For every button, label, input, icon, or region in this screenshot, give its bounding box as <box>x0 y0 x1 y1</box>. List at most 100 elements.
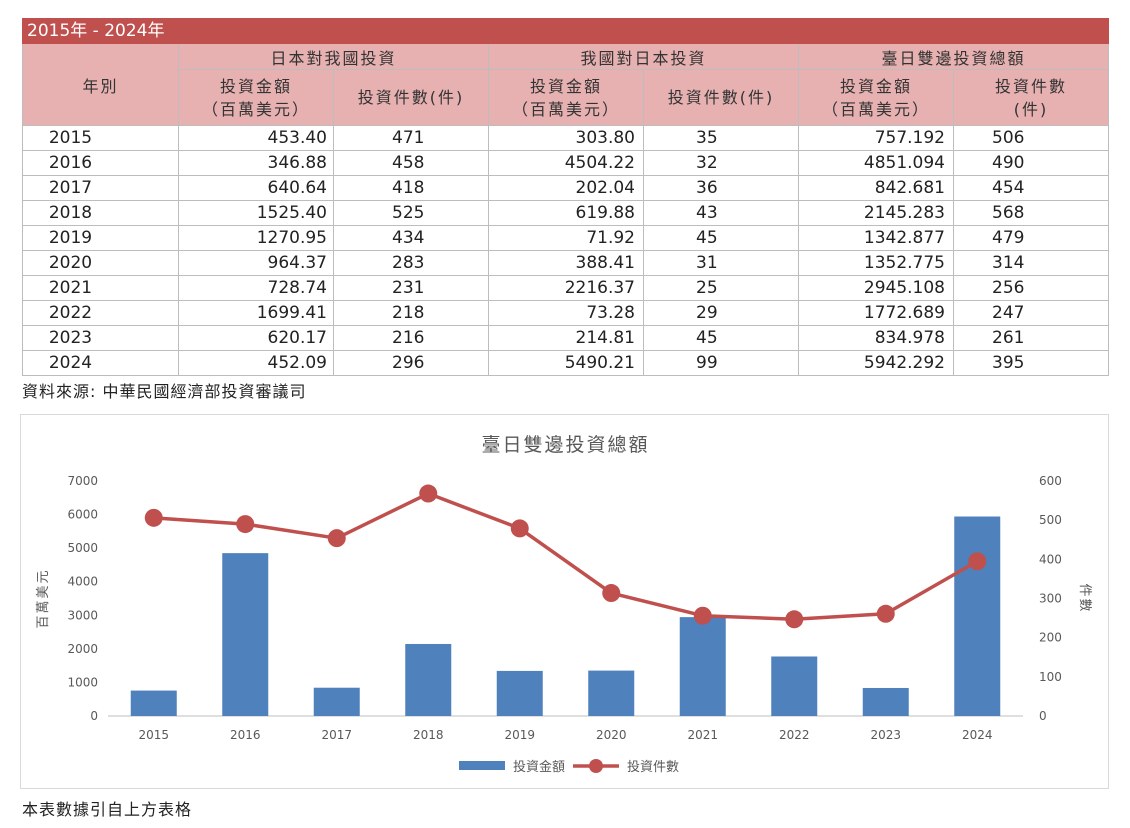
cell-tw-count: 45 <box>643 225 799 251</box>
cell-tw-count: 25 <box>643 275 799 301</box>
cell-jp-count: 218 <box>333 300 489 326</box>
source-note: 資料來源: 中華民國經濟部投資審議司 <box>22 382 307 401</box>
cell-total-count: 454 <box>952 175 1110 201</box>
cell-total-amount: 1342.877 <box>798 225 954 251</box>
cell-year: 2019 <box>22 225 179 251</box>
investment-table: 2015年 - 2024年 年別 日本對我國投資 我國對日本投資 臺日雙邊投資總… <box>21 18 1110 376</box>
cell-jp-count: 418 <box>333 175 489 201</box>
y2-tick-label: 0 <box>1039 709 1047 723</box>
bar-2021 <box>679 617 726 716</box>
bar-2022 <box>771 656 818 716</box>
y-tick-label: 5000 <box>67 541 98 555</box>
cell-total-count: 247 <box>952 300 1110 326</box>
point-2024 <box>968 552 987 571</box>
cell-tw-amount: 619.88 <box>488 200 644 226</box>
amount-header: 投資金額 （百萬美元） <box>178 69 334 126</box>
cell-tw-amount: 388.41 <box>488 250 644 276</box>
cell-year: 2020 <box>22 250 179 276</box>
cell-total-count: 568 <box>952 200 1110 226</box>
legend-bar-label: 投資金額 <box>513 759 565 775</box>
cell-jp-amount: 1525.40 <box>178 200 334 226</box>
group-header-japan-to-taiwan: 日本對我國投資 <box>178 43 489 70</box>
cell-total-amount: 1772.689 <box>798 300 954 326</box>
cell-jp-amount: 728.74 <box>178 275 334 301</box>
table-row: 2022 1699.41 218 73.28 29 1772.689 247 <box>22 300 1110 326</box>
y-tick-label: 1000 <box>67 675 98 689</box>
cell-total-count: 314 <box>952 250 1110 276</box>
cell-tw-count: 35 <box>643 125 799 151</box>
table-row: 2017 640.64 418 202.04 36 842.681 454 <box>22 175 1110 201</box>
y-tick-label: 4000 <box>67 575 98 589</box>
cell-total-amount: 5942.292 <box>798 350 954 376</box>
cell-jp-amount: 453.40 <box>178 125 334 151</box>
x-tick-label: 2020 <box>596 728 627 742</box>
legend-line-marker <box>589 759 603 773</box>
cell-tw-amount: 202.04 <box>488 175 644 201</box>
x-tick-label: 2023 <box>870 728 901 742</box>
amount-header: 投資金額 （百萬美元） <box>488 69 644 126</box>
bar-2015 <box>130 690 177 716</box>
cell-total-count: 256 <box>952 275 1110 301</box>
x-tick-label: 2018 <box>413 728 444 742</box>
cell-jp-count: 525 <box>333 200 489 226</box>
cell-year: 2016 <box>22 150 179 176</box>
cell-jp-count: 216 <box>333 325 489 351</box>
count-line <box>153 491 979 622</box>
y2-tick-label: 600 <box>1039 474 1062 488</box>
cell-tw-count: 99 <box>643 350 799 376</box>
count-header: 投資件數(件) <box>643 69 799 126</box>
y-tick-label: 3000 <box>67 608 98 622</box>
bar-2018 <box>405 643 452 716</box>
point-2022 <box>785 610 804 629</box>
cell-tw-amount: 2216.37 <box>488 275 644 301</box>
x-tick-label: 2024 <box>962 728 993 742</box>
table-row: 2024 452.09 296 5490.21 99 5942.292 395 <box>22 350 1110 376</box>
x-tick-label: 2021 <box>687 728 718 742</box>
cell-jp-amount: 620.17 <box>178 325 334 351</box>
cell-jp-amount: 640.64 <box>178 175 334 201</box>
table-title: 2015年 - 2024年 <box>21 18 1110 44</box>
bar-2017 <box>313 687 360 716</box>
point-2021 <box>693 606 712 625</box>
amount-header: 投資金額 （百萬美元） <box>798 69 954 126</box>
y2-tick-label: 200 <box>1039 631 1062 645</box>
cell-jp-amount: 1270.95 <box>178 225 334 251</box>
cell-tw-amount: 303.80 <box>488 125 644 151</box>
point-2016 <box>236 515 255 534</box>
cell-jp-amount: 964.37 <box>178 250 334 276</box>
cell-total-count: 506 <box>952 125 1110 151</box>
cell-year: 2015 <box>22 125 179 151</box>
bar-2023 <box>862 687 909 716</box>
cell-tw-count: 45 <box>643 325 799 351</box>
bar-2020 <box>588 670 635 716</box>
cell-year: 2024 <box>22 350 179 376</box>
x-tick-label: 2019 <box>504 728 535 742</box>
table-row: 2019 1270.95 434 71.92 45 1342.877 479 <box>22 225 1110 251</box>
cell-year: 2021 <box>22 275 179 301</box>
point-2018 <box>419 484 438 503</box>
cell-tw-amount: 5490.21 <box>488 350 644 376</box>
cell-total-amount: 2945.108 <box>798 275 954 301</box>
bar-2016 <box>222 553 269 716</box>
cell-jp-count: 231 <box>333 275 489 301</box>
y2-tick-label: 100 <box>1039 670 1062 684</box>
y2-tick-label: 300 <box>1039 592 1062 606</box>
cell-total-amount: 842.681 <box>798 175 954 201</box>
cell-tw-amount: 73.28 <box>488 300 644 326</box>
y2-tick-label: 400 <box>1039 552 1062 566</box>
cell-tw-count: 36 <box>643 175 799 201</box>
cell-tw-count: 43 <box>643 200 799 226</box>
cell-tw-count: 31 <box>643 250 799 276</box>
cell-year: 2022 <box>22 300 179 326</box>
cell-jp-count: 283 <box>333 250 489 276</box>
cell-total-amount: 2145.283 <box>798 200 954 226</box>
cell-tw-count: 29 <box>643 300 799 326</box>
table-row: 2021 728.74 231 2216.37 25 2945.108 256 <box>22 275 1110 301</box>
cell-jp-count: 296 <box>333 350 489 376</box>
cell-tw-amount: 71.92 <box>488 225 644 251</box>
cell-jp-amount: 452.09 <box>178 350 334 376</box>
y2-axis-label: 件數 <box>1077 583 1092 613</box>
chart-note: 本表數據引自上方表格 <box>22 800 193 819</box>
chart-container: 臺日雙邊投資總額 0 1000 2000 3000 4000 5000 6000 7000 0 10… <box>20 414 1109 789</box>
x-tick-label: 2017 <box>321 728 352 742</box>
